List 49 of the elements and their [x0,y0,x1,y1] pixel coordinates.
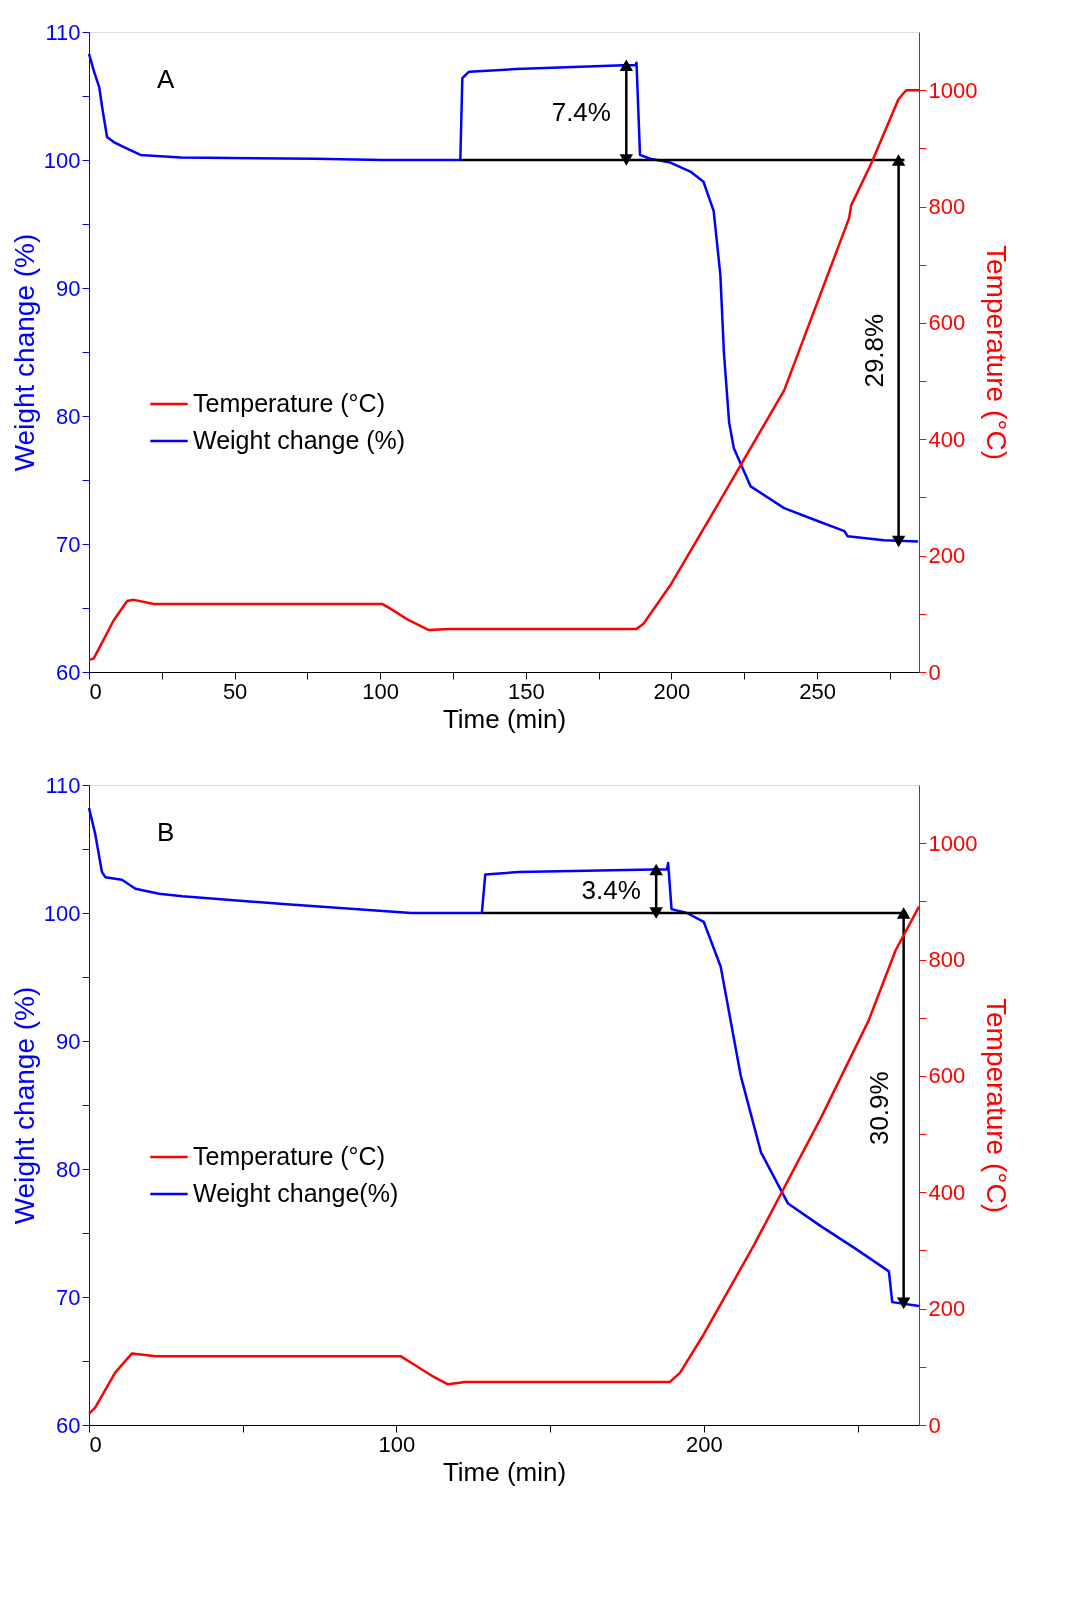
legend-label: Weight change (%) [193,426,406,454]
y-tick-label: 80 [56,1156,81,1182]
annotation: 29.8% [858,313,889,388]
x-tick-label: 200 [653,678,691,704]
y2-tick-label: 400 [928,1179,966,1205]
y-tick-label: 100 [43,147,81,173]
y2-tick-label: 0 [928,1412,941,1438]
y2-tick-label: 200 [928,1296,966,1322]
x-tick-label: 0 [89,1431,102,1457]
y-axis-title: Weight change (%) [8,233,40,472]
y2-tick-label: 600 [928,1063,966,1089]
y-tick-label: 60 [56,659,81,685]
annotation: 30.9% [863,1071,894,1146]
y-tick-label: 70 [56,1284,81,1310]
y2-tick-label: 400 [928,426,966,452]
y2-tick-label: 0 [928,659,941,685]
annotation: A [157,64,175,94]
y2-tick-label: 800 [928,194,966,220]
y-tick-label: 60 [56,1412,81,1438]
y-tick-label: 70 [56,531,81,557]
y2-tick-label: 800 [928,947,966,973]
legend-label: Temperature (°C) [193,1142,385,1170]
annotation: 7.4% [551,96,611,127]
x-tick-label: 250 [799,678,836,704]
x-tick-label: 0 [89,678,102,704]
y2-axis-title: Temperature (°C) [981,244,1013,461]
x-axis-title: Time (min) [442,703,567,734]
annotation: B [157,817,175,847]
y-tick-label: 90 [56,1028,81,1054]
y2-axis-title: Temperature (°C) [981,997,1013,1214]
y-tick-label: 110 [45,19,81,45]
y-tick-label: 80 [56,403,81,429]
y-tick-label: 110 [45,772,81,798]
x-tick-label: 100 [362,678,400,704]
x-tick-label: 50 [222,678,248,704]
y-tick-label: 90 [56,275,81,301]
y2-tick-label: 200 [928,543,966,569]
x-tick-label: 150 [507,678,545,704]
y-axis-title: Weight change (%) [8,986,40,1225]
y2-tick-label: 1000 [928,830,978,856]
legend-label: Temperature (°C) [193,389,385,417]
x-tick-label: 200 [685,1431,723,1457]
legend-label: Weight change(%) [193,1179,399,1207]
x-axis-title: Time (min) [442,1456,567,1487]
x-tick-label: 100 [378,1431,416,1457]
annotation: 3.4% [581,875,641,906]
y2-tick-label: 1000 [928,77,978,103]
y2-tick-label: 600 [928,310,966,336]
y-tick-label: 100 [43,900,81,926]
